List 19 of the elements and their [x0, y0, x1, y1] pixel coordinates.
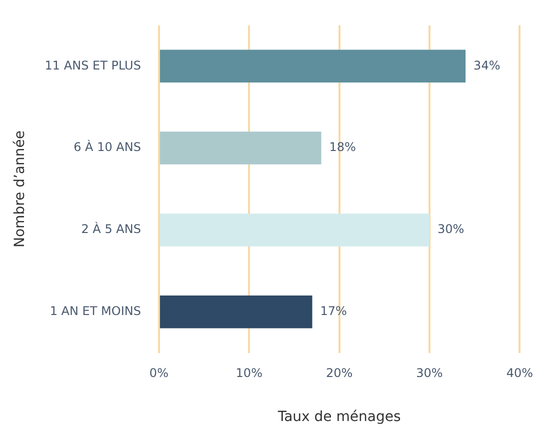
- y-tick-label: 2 À 5 ANS: [81, 221, 141, 236]
- x-tick-label: 0%: [149, 366, 168, 380]
- data-label: 18%: [329, 140, 356, 154]
- bar: [160, 214, 430, 246]
- y-axis-title: Nombre d’année: [12, 130, 28, 248]
- bar: [160, 295, 312, 328]
- bar: [160, 50, 466, 83]
- bar: [160, 132, 322, 164]
- x-axis-title: Taux de ménages: [276, 409, 401, 426]
- y-tick-label: 6 À 10 ANS: [74, 139, 141, 154]
- x-tick-label: 10%: [236, 366, 262, 380]
- y-tick-label: 11 ANS ET PLUS: [44, 58, 141, 72]
- y-tick-label: 1 AN ET MOINS: [50, 304, 141, 318]
- x-tick-label: 30%: [416, 366, 443, 380]
- x-tick-label: 20%: [326, 366, 353, 380]
- x-tick-label: 40%: [506, 366, 533, 380]
- data-label: 17%: [320, 304, 347, 318]
- data-label: 34%: [474, 58, 500, 72]
- data-label: 30%: [437, 222, 464, 236]
